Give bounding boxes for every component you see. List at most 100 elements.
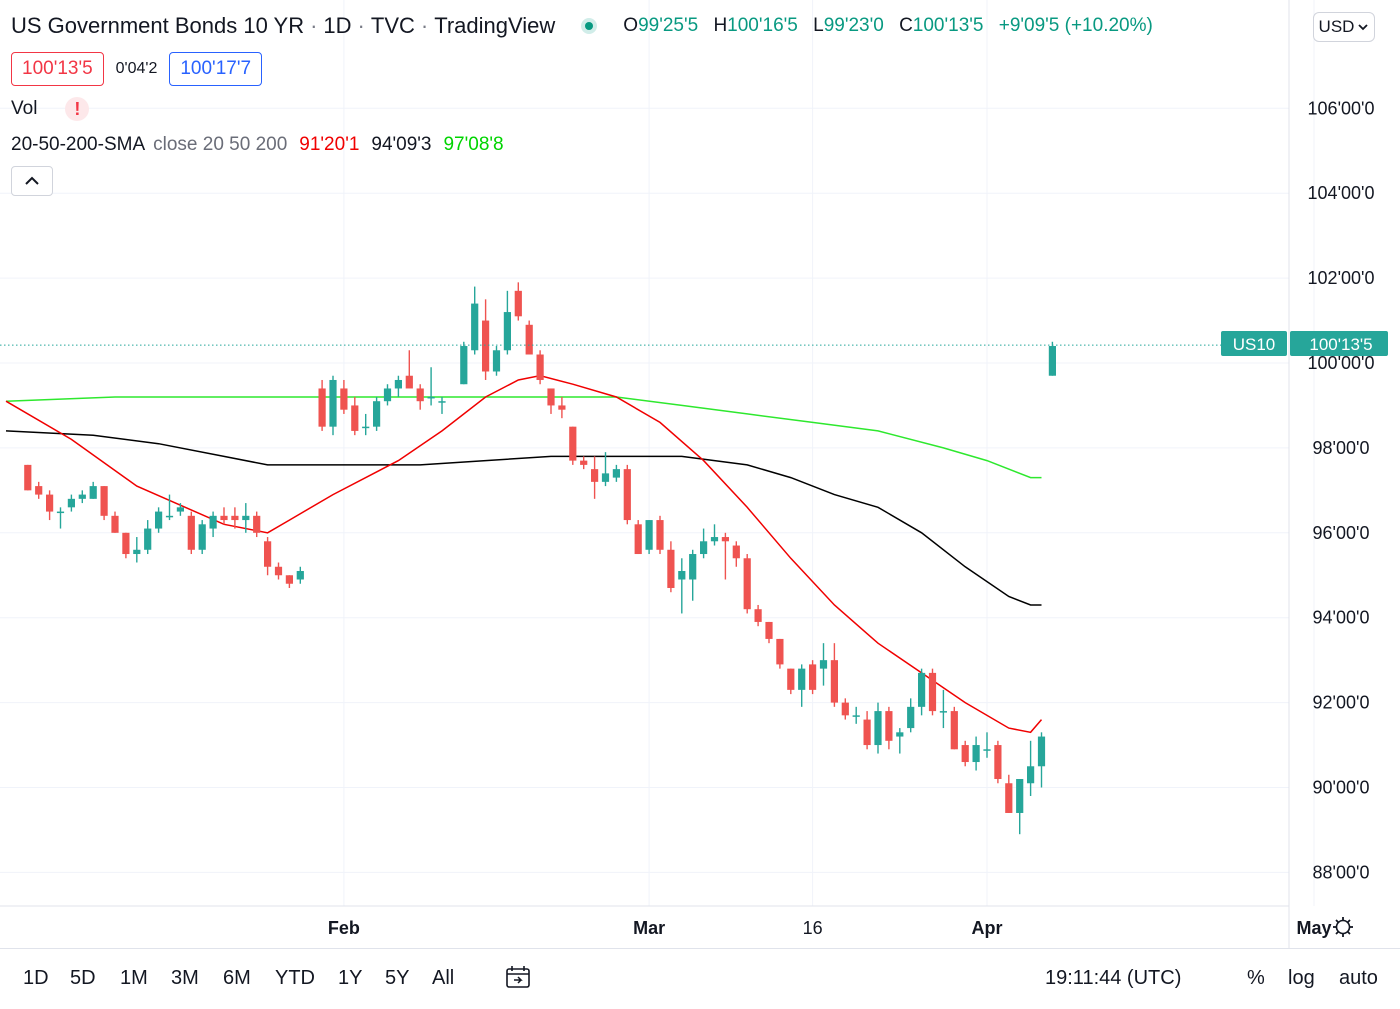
candle xyxy=(754,604,762,627)
candle xyxy=(394,375,402,397)
range-all-button[interactable]: All xyxy=(432,967,455,989)
candle xyxy=(525,320,533,355)
candle xyxy=(1037,732,1046,788)
candle xyxy=(721,532,729,580)
candle xyxy=(907,698,915,733)
candle xyxy=(667,541,675,593)
candle xyxy=(438,396,446,414)
symbol-name[interactable]: US Government Bonds 10 YR xyxy=(11,13,305,38)
candle xyxy=(176,503,184,516)
candle xyxy=(547,388,555,414)
candle xyxy=(863,711,871,750)
candle xyxy=(918,668,926,716)
candle xyxy=(580,456,588,470)
clock-time[interactable]: 19:11:44 (UTC) xyxy=(1045,967,1182,989)
candle xyxy=(700,528,708,559)
candle xyxy=(46,490,54,521)
sma-label: 20-50-200-SMA xyxy=(11,134,146,155)
candle xyxy=(264,537,272,576)
candle xyxy=(939,689,947,729)
range-1m-button[interactable]: 1M xyxy=(120,967,148,989)
range-1d-button[interactable]: 1D xyxy=(23,967,49,989)
title-separator: · xyxy=(357,13,365,38)
log-scale-button[interactable]: log xyxy=(1288,967,1315,989)
interval[interactable]: 1D xyxy=(323,13,352,38)
candle xyxy=(994,740,1002,784)
x-tick-label: Apr xyxy=(972,918,1003,938)
spread-value: 0'04'2 xyxy=(115,60,158,77)
price-axis[interactable]: 106'00'0 104'00'0 102'00'0 100'00'0 98'00'0 9… xyxy=(1308,98,1375,882)
candle xyxy=(111,511,119,533)
last-price-badge-bg xyxy=(1290,331,1388,356)
y-tick-label: 102'00'0 xyxy=(1308,268,1375,288)
candle xyxy=(732,541,740,567)
last-price-badges: US10 100'13'5 xyxy=(1221,331,1388,356)
open-label: O xyxy=(623,15,639,36)
high-label: H xyxy=(713,15,728,36)
range-3m-button[interactable]: 3M xyxy=(171,967,199,989)
auto-scale-button[interactable]: auto xyxy=(1339,967,1378,989)
candle xyxy=(362,413,370,436)
candle xyxy=(1016,779,1024,835)
volume-legend[interactable]: Vol ! xyxy=(11,97,90,121)
go-to-date-icon[interactable] xyxy=(505,965,531,989)
candle xyxy=(1048,341,1056,376)
range-6m-button[interactable]: 6M xyxy=(223,967,251,989)
warning-icon[interactable]: ! xyxy=(65,97,90,121)
candle xyxy=(187,511,195,555)
sma-legend[interactable]: 20-50-200-SMA close 20 50 200 91'20'1 94… xyxy=(11,134,504,156)
candle xyxy=(809,660,817,695)
x-tick-label: May xyxy=(1296,918,1331,938)
chevron-up-icon xyxy=(25,176,39,185)
y-tick-label: 96'00'0 xyxy=(1313,523,1370,543)
candle xyxy=(427,367,435,406)
candle xyxy=(678,558,686,614)
change-value: +9'09'5 (+10.20%) xyxy=(998,15,1153,36)
sma-params: close 20 50 200 xyxy=(153,134,288,155)
symbol-title: US Government Bonds 10 YR · 1D · TVC · T… xyxy=(11,13,1153,39)
market-open-icon[interactable] xyxy=(581,18,598,34)
title-separator: · xyxy=(310,13,318,38)
y-tick-label: 106'00'0 xyxy=(1308,98,1375,118)
bid-ask-row: 100'13'5 0'04'2 100'17'7 xyxy=(11,52,263,86)
high-value: 100'16'5 xyxy=(727,15,798,36)
candle xyxy=(710,524,719,546)
x-tick-label: 16 xyxy=(803,918,823,938)
low-value: 99'23'0 xyxy=(823,15,884,36)
candle xyxy=(492,346,501,376)
candle xyxy=(536,350,544,385)
candle xyxy=(634,520,642,555)
candle xyxy=(471,286,479,355)
sma50-line xyxy=(5,430,1042,606)
low-label: L xyxy=(813,15,824,36)
range-5y-button[interactable]: 5Y xyxy=(385,967,410,989)
last-price-badge: 100'13'5 xyxy=(1309,335,1372,354)
candle xyxy=(340,379,348,414)
candle xyxy=(373,396,381,431)
y-tick-label: 98'00'0 xyxy=(1313,438,1370,458)
x-tick-label: Feb xyxy=(328,918,360,938)
candle xyxy=(405,350,413,389)
symbol-badge-bg xyxy=(1221,331,1287,356)
candle xyxy=(242,503,250,533)
candle xyxy=(776,638,784,669)
candle xyxy=(285,575,293,588)
range-5d-button[interactable]: 5D xyxy=(70,967,96,989)
range-ytd-button[interactable]: YTD xyxy=(275,967,315,989)
symbol-badge: US10 xyxy=(1233,335,1276,354)
candle xyxy=(100,486,108,521)
candle xyxy=(155,507,163,533)
settings-gear-icon[interactable] xyxy=(1333,917,1353,937)
sma20-line xyxy=(5,374,1043,734)
candle xyxy=(296,566,304,584)
close-label: C xyxy=(899,15,913,36)
currency-button[interactable]: USD xyxy=(1313,12,1375,42)
sell-price-button[interactable]: 100'13'5 xyxy=(11,52,104,86)
candle xyxy=(460,341,468,385)
range-1y-button[interactable]: 1Y xyxy=(338,967,363,989)
buy-price-button[interactable]: 100'17'7 xyxy=(169,52,263,86)
percent-scale-button[interactable]: % xyxy=(1247,967,1265,989)
time-axis[interactable]: FebMar16AprMay17Jun xyxy=(328,918,1400,938)
collapse-legend-button[interactable] xyxy=(11,166,53,196)
price-chart[interactable]: 106'00'0 104'00'0 102'00'0 100'00'0 98'00'0 9… xyxy=(0,0,1400,948)
